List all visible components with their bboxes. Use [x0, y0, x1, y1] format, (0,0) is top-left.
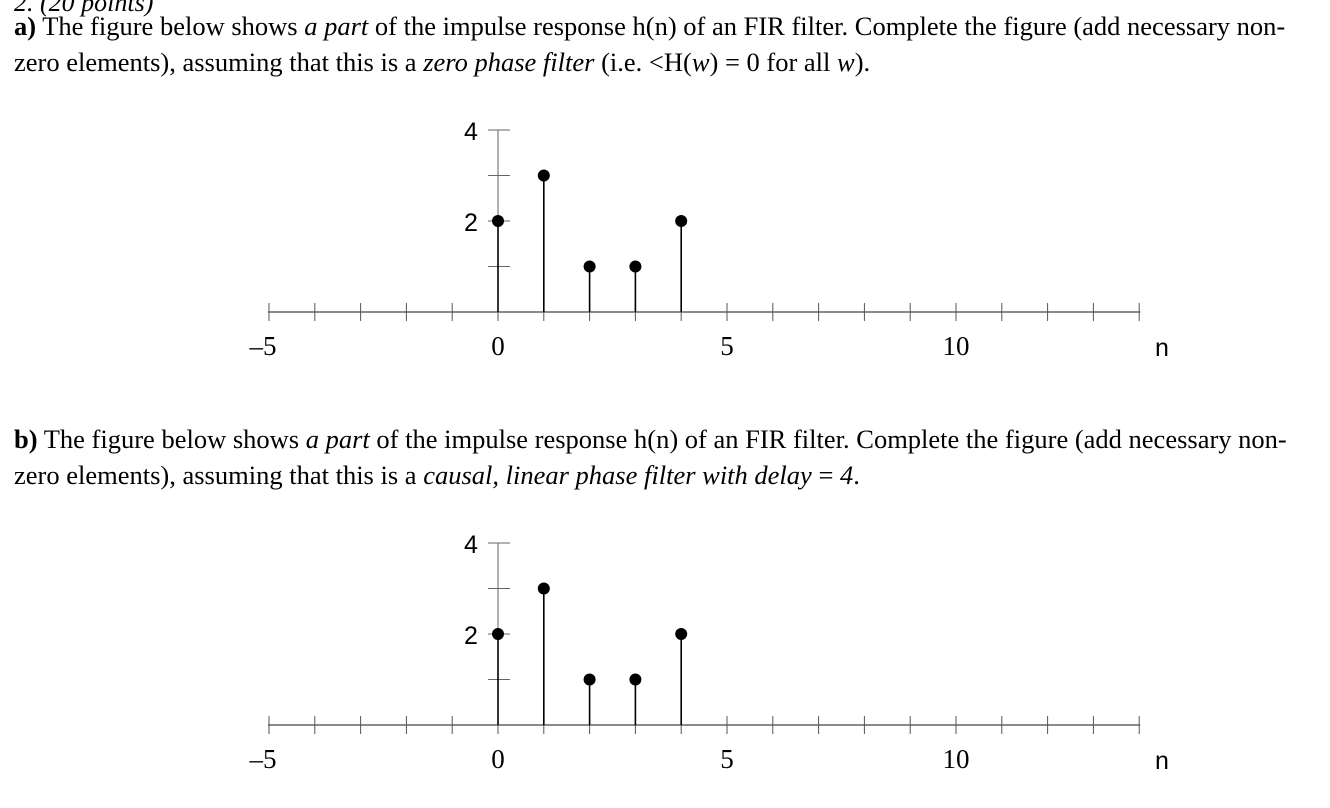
question-a-emph-4: w: [837, 47, 855, 77]
question-b-emph-2: causal, linear phase filter with delay: [423, 460, 812, 490]
x-tick-label: –5: [249, 744, 277, 774]
x-axis-label: n: [1155, 747, 1169, 775]
y-tick-label: 4: [464, 118, 478, 146]
question-b: b) The figure below shows a part of the …: [14, 421, 1319, 493]
question-b-text-3: =: [811, 460, 841, 490]
question-a-text-5: ).: [854, 47, 871, 77]
question-a-text-2: of the impulse response h(n) of an FIR f…: [14, 11, 1286, 77]
stem-marker: [675, 628, 688, 640]
question-a-label: a): [14, 11, 37, 41]
stem-marker: [492, 628, 504, 640]
stem-marker: [629, 260, 642, 273]
stem-marker: [537, 582, 550, 595]
x-tick-label: –5: [249, 331, 277, 361]
x-tick-label: 5: [720, 744, 734, 774]
question-b-emph-3: 4: [840, 460, 854, 490]
question-b-text-4: .: [853, 460, 860, 490]
y-tick-label: 4: [464, 531, 478, 559]
x-tick-label: 0: [491, 744, 505, 774]
question-b-text-1: The figure below shows: [37, 424, 306, 454]
stem-marker: [537, 169, 550, 182]
stem-plot-a: –5 0 5 10 2 4 n: [249, 118, 1169, 362]
stem-marker: [629, 673, 642, 686]
question-b-text-2: of the impulse response h(n) of an FIR f…: [14, 424, 1287, 490]
x-tick-label: 0: [491, 331, 505, 361]
stem-marker: [675, 215, 688, 227]
stem-marker: [492, 215, 504, 227]
stem-marker: [583, 260, 596, 273]
question-a-emph-3: w: [691, 47, 710, 77]
question-b-label: b): [14, 424, 38, 454]
x-tick-label: 10: [943, 744, 970, 774]
x-tick-label: 5: [720, 331, 734, 361]
question-a-text-3: (i.e. <H(: [594, 47, 692, 77]
y-tick-label: 2: [464, 622, 478, 650]
question-a-emph-1: a part: [304, 11, 369, 41]
stem-marker: [583, 673, 596, 686]
question-a-emph-2: zero phase filter: [423, 47, 595, 77]
cut-off-header: 2. (20 points): [14, 0, 154, 17]
question-a-text-1: The figure below shows: [36, 11, 305, 41]
question-b-emph-1: a part: [305, 424, 370, 454]
question-a: a) The figure below shows a part of the …: [14, 8, 1319, 80]
x-tick-label: 10: [943, 331, 970, 361]
y-tick-label: 2: [464, 209, 478, 237]
x-axis-label: n: [1155, 334, 1169, 362]
question-a-text-4: ) = 0 for all: [709, 47, 838, 77]
